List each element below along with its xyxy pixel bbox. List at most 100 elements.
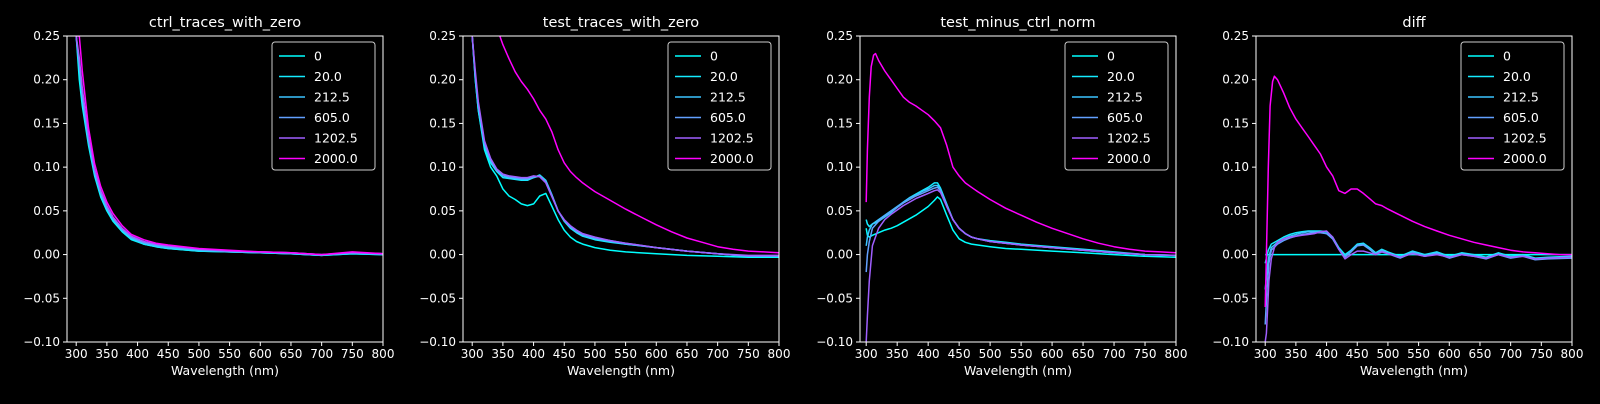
y-tick-label: −0.10 bbox=[816, 335, 853, 349]
y-tick-label: 0.15 bbox=[826, 116, 853, 130]
series-line-1202-5 bbox=[1264, 230, 1572, 342]
y-tick-label: 0.25 bbox=[826, 29, 853, 43]
x-tick-label: 800 bbox=[1165, 347, 1188, 361]
x-tick-label: 600 bbox=[645, 347, 668, 361]
x-tick-label: 550 bbox=[1407, 347, 1430, 361]
y-tick-label: 0.10 bbox=[33, 160, 60, 174]
legend: 0 20.0 212.5 605.0 1202.5 2000.0 bbox=[1460, 41, 1565, 171]
x-tick-label: 450 bbox=[157, 347, 180, 361]
chart-panel-2: 300 350 400 450 500 550 600 650 700 750 800 −0.10 −0… bbox=[419, 15, 790, 378]
legend: 0 20.0 212.5 605.0 1202.5 2000.0 bbox=[1064, 41, 1169, 171]
legend-entry: 1202.5 bbox=[1107, 131, 1151, 146]
y-tick-label: −0.05 bbox=[1212, 291, 1249, 305]
series-line-0 bbox=[471, 36, 779, 258]
legend-entry: 1202.5 bbox=[710, 131, 754, 146]
series-line-212-5 bbox=[1264, 231, 1572, 290]
x-tick-label: 700 bbox=[1103, 347, 1126, 361]
chart-title: diff bbox=[1402, 15, 1426, 31]
legend-entry: 212.5 bbox=[314, 90, 350, 105]
axes-frame bbox=[462, 35, 780, 343]
series-line-1202-5 bbox=[865, 189, 1176, 342]
x-tick-label: 300 bbox=[1254, 347, 1277, 361]
y-tick-label: 0.00 bbox=[33, 248, 60, 262]
x-tick-label: 700 bbox=[310, 347, 333, 361]
legend-entry: 0 bbox=[710, 49, 718, 64]
y-tick-label: 0.05 bbox=[1222, 204, 1249, 218]
chart-title: test_traces_with_zero bbox=[543, 15, 700, 31]
x-tick-label: 550 bbox=[614, 347, 637, 361]
y-tick-label: 0.20 bbox=[429, 73, 456, 87]
legend-entry: 20.0 bbox=[710, 69, 738, 84]
x-tick-label: 750 bbox=[1134, 347, 1157, 361]
x-tick-label: 750 bbox=[1530, 347, 1553, 361]
legend-entry: 2000.0 bbox=[710, 151, 754, 166]
x-tick-label: 450 bbox=[553, 347, 576, 361]
legend-entry: 2000.0 bbox=[1503, 151, 1547, 166]
x-tick-label: 400 bbox=[522, 347, 545, 361]
x-tick-label: 450 bbox=[948, 347, 971, 361]
x-tick-label: 550 bbox=[1010, 347, 1033, 361]
x-tick-label: 300 bbox=[461, 347, 484, 361]
y-tick-label: 0.00 bbox=[826, 248, 853, 262]
x-tick-label: 500 bbox=[1376, 347, 1399, 361]
x-tick-label: 750 bbox=[341, 347, 364, 361]
series-group bbox=[471, 36, 779, 258]
x-tick-label: 650 bbox=[1469, 347, 1492, 361]
x-tick-label: 450 bbox=[1346, 347, 1369, 361]
series-line-20-0 bbox=[1264, 230, 1572, 264]
x-tick-label: 400 bbox=[126, 347, 149, 361]
series-line-2000-0 bbox=[76, 36, 383, 256]
y-tick-label: 0.15 bbox=[429, 116, 456, 130]
y-tick-label: 0.15 bbox=[33, 116, 60, 130]
legend-entry: 212.5 bbox=[1107, 90, 1143, 105]
y-tick-label: 0.25 bbox=[429, 29, 456, 43]
x-tick-label: 700 bbox=[1499, 347, 1522, 361]
x-axis-label: Wavelength (nm) bbox=[1360, 363, 1468, 378]
x-tick-label: 350 bbox=[95, 347, 118, 361]
x-tick-label: 400 bbox=[1315, 347, 1338, 361]
legend-entry: 1202.5 bbox=[1503, 131, 1547, 146]
chart-panel-3: 300 350 400 450 500 550 600 650 700 750 800 −0.10 −0… bbox=[816, 15, 1187, 378]
y-tick-label: 0.05 bbox=[826, 204, 853, 218]
y-tick-label: 0.20 bbox=[826, 73, 853, 87]
legend-entry: 605.0 bbox=[1503, 110, 1539, 125]
x-tick-label: 300 bbox=[855, 347, 878, 361]
legend-entry: 212.5 bbox=[710, 90, 746, 105]
series-group bbox=[865, 52, 1176, 342]
y-tick-label: −0.05 bbox=[419, 291, 456, 305]
chart-panel-1: 300 350 400 450 500 550 600 650 700 750 800 −0.10 −0… bbox=[23, 15, 394, 378]
y-tick-label: 0.10 bbox=[826, 160, 853, 174]
legend-entry: 20.0 bbox=[1503, 69, 1531, 84]
series-line-1202-5 bbox=[471, 36, 779, 257]
series-line-0 bbox=[865, 196, 1176, 258]
chart-title: ctrl_traces_with_zero bbox=[149, 15, 301, 31]
series-line-2000-0 bbox=[1264, 75, 1572, 308]
legend-entry: 605.0 bbox=[710, 110, 746, 125]
y-tick-label: 0.25 bbox=[33, 29, 60, 43]
legend-entry: 2000.0 bbox=[1107, 151, 1151, 166]
x-tick-label: 800 bbox=[1561, 347, 1584, 361]
series-group bbox=[75, 36, 383, 257]
x-tick-label: 350 bbox=[886, 347, 909, 361]
x-axis-label: Wavelength (nm) bbox=[964, 363, 1072, 378]
y-tick-label: −0.10 bbox=[23, 335, 60, 349]
y-tick-label: 0.05 bbox=[33, 204, 60, 218]
series-line-2000-0 bbox=[499, 36, 779, 254]
y-tick-label: −0.10 bbox=[1212, 335, 1249, 349]
x-tick-label: 350 bbox=[491, 347, 514, 361]
axes-frame bbox=[859, 35, 1177, 343]
y-tick-label: 0.00 bbox=[429, 248, 456, 262]
x-tick-label: 500 bbox=[979, 347, 1002, 361]
y-tick-label: 0.20 bbox=[1222, 73, 1249, 87]
legend-entry: 605.0 bbox=[314, 110, 350, 125]
legend-entry: 605.0 bbox=[1107, 110, 1143, 125]
x-tick-label: 700 bbox=[706, 347, 729, 361]
legend: 0 20.0 212.5 605.0 1202.5 2000.0 bbox=[667, 41, 772, 171]
legend-entry: 2000.0 bbox=[314, 151, 358, 166]
x-tick-label: 600 bbox=[1438, 347, 1461, 361]
x-tick-label: 800 bbox=[372, 347, 395, 361]
y-tick-label: −0.05 bbox=[816, 291, 853, 305]
x-tick-label: 650 bbox=[676, 347, 699, 361]
x-tick-label: 600 bbox=[249, 347, 272, 361]
